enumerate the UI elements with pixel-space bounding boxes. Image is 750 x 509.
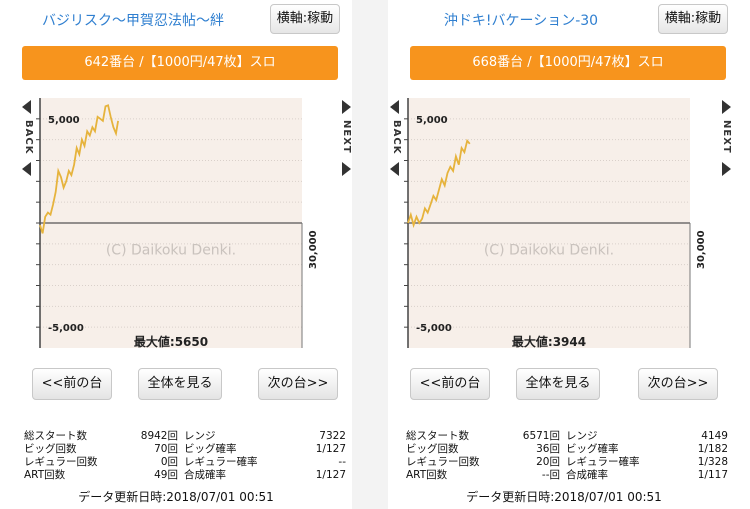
x-tick-label: 30,000 [696,230,707,269]
max-value-label: 最大値:5650 [134,334,208,349]
back-arrow-icon[interactable] [390,162,399,176]
stat-label: 合成確率 [566,469,608,481]
stat-label: レギュラー回数 [406,456,480,468]
stat-label: レンジ [184,430,216,442]
stat-value: 1/328 [697,456,728,468]
x-tick-label: 30,000 [308,230,319,269]
stats-row: 総スタート数 6571回 レンジ 4149 [406,430,728,443]
next-machine-button[interactable]: 次の台>> [258,368,338,400]
update-timestamp: データ更新日時:2018/07/01 00:51 [466,490,662,504]
machine-panel: 沖ドキ!バケーション-30 横軸:稼動 668番台 /【1000円/47枚】スロ… [388,0,740,509]
stat-value: --回 [541,469,560,481]
stats-row: 総スタート数 8942回 レンジ 7322 [24,430,346,443]
y-tick-label: -5,000 [48,323,84,334]
stat-label: ビッグ回数 [406,443,459,455]
axis-toggle-button[interactable]: 横軸:稼動 [270,4,340,34]
stat-label: 合成確率 [184,469,226,481]
stat-label: ART回数 [24,469,66,481]
chart-area: BACK NEXT 5,000 -5,000 30,000 (C) Daikoku D… [388,92,740,358]
stat-value: 20回 [536,456,560,468]
stat-value: 1/117 [697,469,728,481]
stat-label: レギュラー確率 [184,456,258,468]
watermark: (C) Daikoku Denki. [106,242,236,258]
stat-value: 1/127 [315,469,346,481]
view-all-button[interactable]: 全体を見る [138,368,222,400]
machine-panel: バジリスク〜甲賀忍法帖〜絆 横軸:稼動 642番台 /【1000円/47枚】スロ… [0,0,352,509]
update-timestamp: データ更新日時:2018/07/01 00:51 [78,490,274,504]
stat-label: レギュラー回数 [24,456,98,468]
stats-row: ART回数 49回 合成確率 1/127 [24,469,346,482]
machine-info-bar: 668番台 /【1000円/47枚】スロ [410,46,726,80]
stat-label: 総スタート数 [406,430,469,442]
profit-chart: 5,000 -5,000 30,000 (C) Daikoku Denki. 最大値:5… [36,98,319,349]
stats-row: ビッグ回数 70回 ビッグ確率 1/127 [24,443,346,456]
chart-area: BACK NEXT 5,000 -5,000 30,000 (C) Daikoku D… [0,92,352,358]
stats-row: レギュラー回数 20回 レギュラー確率 1/328 [406,456,728,469]
back-arrow-icon[interactable] [22,162,31,176]
profit-chart: 5,000 -5,000 30,000 (C) Daikoku Denki. 最大値:3… [404,98,707,349]
machine-title: バジリスク〜甲賀忍法帖〜絆 [42,13,224,29]
stats-row: ART回数 --回 合成確率 1/117 [406,469,728,482]
axis-toggle-button[interactable]: 横軸:稼動 [658,4,728,34]
next-arrow-icon[interactable] [342,162,351,176]
prev-machine-button[interactable]: <<前の台 [410,368,490,400]
watermark: (C) Daikoku Denki. [484,242,614,258]
stat-value: 6571回 [522,430,560,442]
stat-value: 8942回 [140,430,178,442]
stat-label: レンジ [566,430,598,442]
stat-label: ビッグ回数 [24,443,77,455]
view-all-button[interactable]: 全体を見る [516,368,600,400]
stat-value: 36回 [536,443,560,455]
stats-row: レギュラー回数 0回 レギュラー確率 -- [24,456,346,469]
stat-value: 70回 [154,443,178,455]
stat-label: レギュラー確率 [566,456,640,468]
next-arrow-icon[interactable] [722,162,731,176]
y-tick-label: 5,000 [416,115,448,126]
stat-value: 1/182 [697,443,728,455]
next-arrow-icon[interactable] [722,100,731,114]
y-tick-label: 5,000 [48,115,80,126]
machine-info-bar: 642番台 /【1000円/47枚】スロ [22,46,338,80]
max-value-label: 最大値:3944 [512,334,586,349]
stat-label: 総スタート数 [24,430,87,442]
stat-value: 4149 [701,430,728,442]
series-line [407,138,471,229]
stat-value: 1/127 [315,443,346,455]
stat-label: ビッグ確率 [184,443,237,455]
y-tick-label: -5,000 [416,323,452,334]
back-arrow-icon[interactable] [22,100,31,114]
machine-title: 沖ドキ!バケーション-30 [443,13,599,29]
stat-value: 49回 [154,469,178,481]
stats-table: 総スタート数 8942回 レンジ 7322 ビッグ回数 70回 ビッグ確率 1/127 レギ… [24,430,346,482]
panel-gap [352,0,388,509]
stat-value: -- [338,456,346,468]
prev-machine-button[interactable]: <<前の台 [32,368,112,400]
stat-label: ビッグ確率 [566,443,619,455]
stats-row: ビッグ回数 36回 ビッグ確率 1/182 [406,443,728,456]
stat-value: 7322 [319,430,346,442]
stats-table: 総スタート数 6571回 レンジ 4149 ビッグ回数 36回 ビッグ確率 1/182 レギ… [406,430,728,482]
next-arrow-icon[interactable] [342,100,351,114]
next-machine-button[interactable]: 次の台>> [638,368,718,400]
stat-value: 0回 [160,456,178,468]
stat-label: ART回数 [406,469,448,481]
back-arrow-icon[interactable] [390,100,399,114]
series-line [39,104,119,234]
